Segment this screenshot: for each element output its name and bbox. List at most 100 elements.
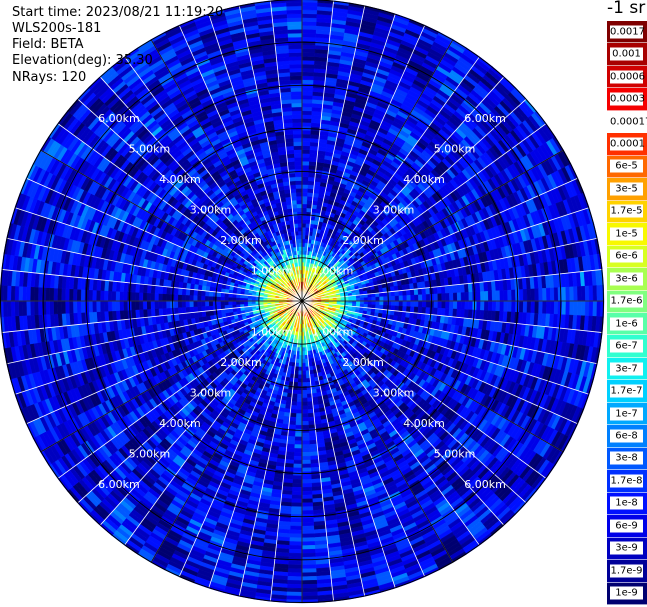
range-gate	[301, 401, 308, 407]
range-gate	[294, 432, 303, 438]
range-gate	[429, 293, 435, 302]
range-gate	[307, 416, 315, 422]
range-gate	[308, 420, 316, 426]
range-gate	[291, 393, 298, 399]
range-gate	[301, 463, 311, 469]
range-gate	[394, 295, 400, 302]
range-gate	[460, 292, 466, 302]
range-gate	[359, 300, 365, 305]
range-gate	[301, 122, 312, 127]
range-gate	[542, 287, 547, 302]
range-gate	[307, 196, 314, 201]
range-gate	[296, 389, 303, 395]
range-gate	[398, 295, 404, 302]
range-gate	[301, 506, 314, 511]
range-gate	[301, 564, 317, 570]
range-gate	[371, 300, 376, 306]
range-gate	[301, 370, 307, 375]
range-gate	[301, 0, 318, 3]
range-gate	[588, 300, 594, 317]
range-gate	[286, 591, 303, 597]
range-gate	[301, 67, 315, 73]
range-gate	[301, 234, 306, 240]
range-gate	[561, 286, 567, 302]
range-gate	[301, 36, 317, 42]
range-gate	[301, 587, 318, 593]
range-gate	[293, 452, 303, 457]
range-gate	[417, 288, 423, 296]
range-gate	[286, 579, 303, 585]
range-gate	[449, 292, 454, 302]
range-gate	[398, 300, 404, 307]
range-gate	[289, 529, 303, 535]
range-gate	[289, 412, 297, 418]
range-gate	[301, 63, 315, 69]
range-gate	[301, 490, 313, 496]
range-gate	[503, 300, 508, 312]
range-gate	[298, 366, 303, 372]
range-gate	[306, 207, 312, 213]
range-gate	[301, 91, 314, 96]
range-gate	[352, 300, 357, 305]
range-gate	[288, 552, 303, 558]
range-gate	[295, 409, 303, 414]
range-gate	[290, 405, 297, 410]
range-gate	[291, 486, 303, 492]
range-gate	[297, 374, 303, 379]
range-gate	[301, 230, 306, 236]
range-gate	[301, 227, 307, 232]
range-gate	[390, 305, 396, 311]
range-gate	[394, 300, 400, 307]
range-gate	[307, 180, 315, 186]
range-gate	[301, 366, 306, 372]
range-gate	[301, 246, 306, 251]
range-gate	[301, 545, 316, 550]
range-gate	[301, 95, 313, 100]
range-gate	[383, 296, 388, 302]
range-gate	[390, 295, 396, 302]
range-gate	[301, 448, 311, 453]
range-gate	[553, 287, 559, 302]
range-gate	[421, 307, 427, 315]
range-gate	[530, 300, 536, 314]
range-gate	[301, 5, 318, 11]
range-gate	[301, 595, 318, 601]
range-gate	[573, 300, 578, 316]
range-gate	[301, 397, 308, 403]
range-gate	[414, 294, 419, 302]
range-gate	[301, 444, 310, 449]
range-gate	[301, 358, 306, 364]
range-gate	[290, 517, 303, 523]
range-gate	[301, 141, 311, 147]
range-gate	[480, 291, 485, 302]
range-gate	[301, 56, 316, 61]
range-gate	[301, 560, 317, 566]
range-gate	[292, 483, 303, 488]
range-gate	[445, 300, 450, 309]
range-gate	[464, 300, 470, 310]
range-gate	[553, 300, 559, 315]
range-gate	[301, 486, 313, 492]
range-gate	[301, 479, 312, 484]
range-gate	[445, 293, 450, 302]
range-gate	[390, 291, 396, 297]
range-gate	[301, 378, 307, 383]
range-gate	[406, 289, 411, 296]
range-gate	[293, 463, 303, 469]
range-gate	[291, 502, 303, 507]
range-gate	[301, 382, 307, 387]
range-gate	[425, 307, 431, 315]
range-gate	[588, 285, 594, 302]
range-gate	[584, 285, 590, 302]
range-gate	[301, 188, 309, 193]
range-gate	[561, 300, 567, 316]
range-gate	[468, 300, 474, 311]
range-gate	[287, 564, 303, 570]
range-gate	[301, 459, 311, 465]
range-gate	[295, 413, 303, 418]
range-gate	[291, 490, 303, 496]
range-gate	[557, 287, 563, 302]
range-gate	[301, 374, 307, 379]
range-gate	[301, 242, 306, 247]
range-gate	[301, 428, 310, 434]
